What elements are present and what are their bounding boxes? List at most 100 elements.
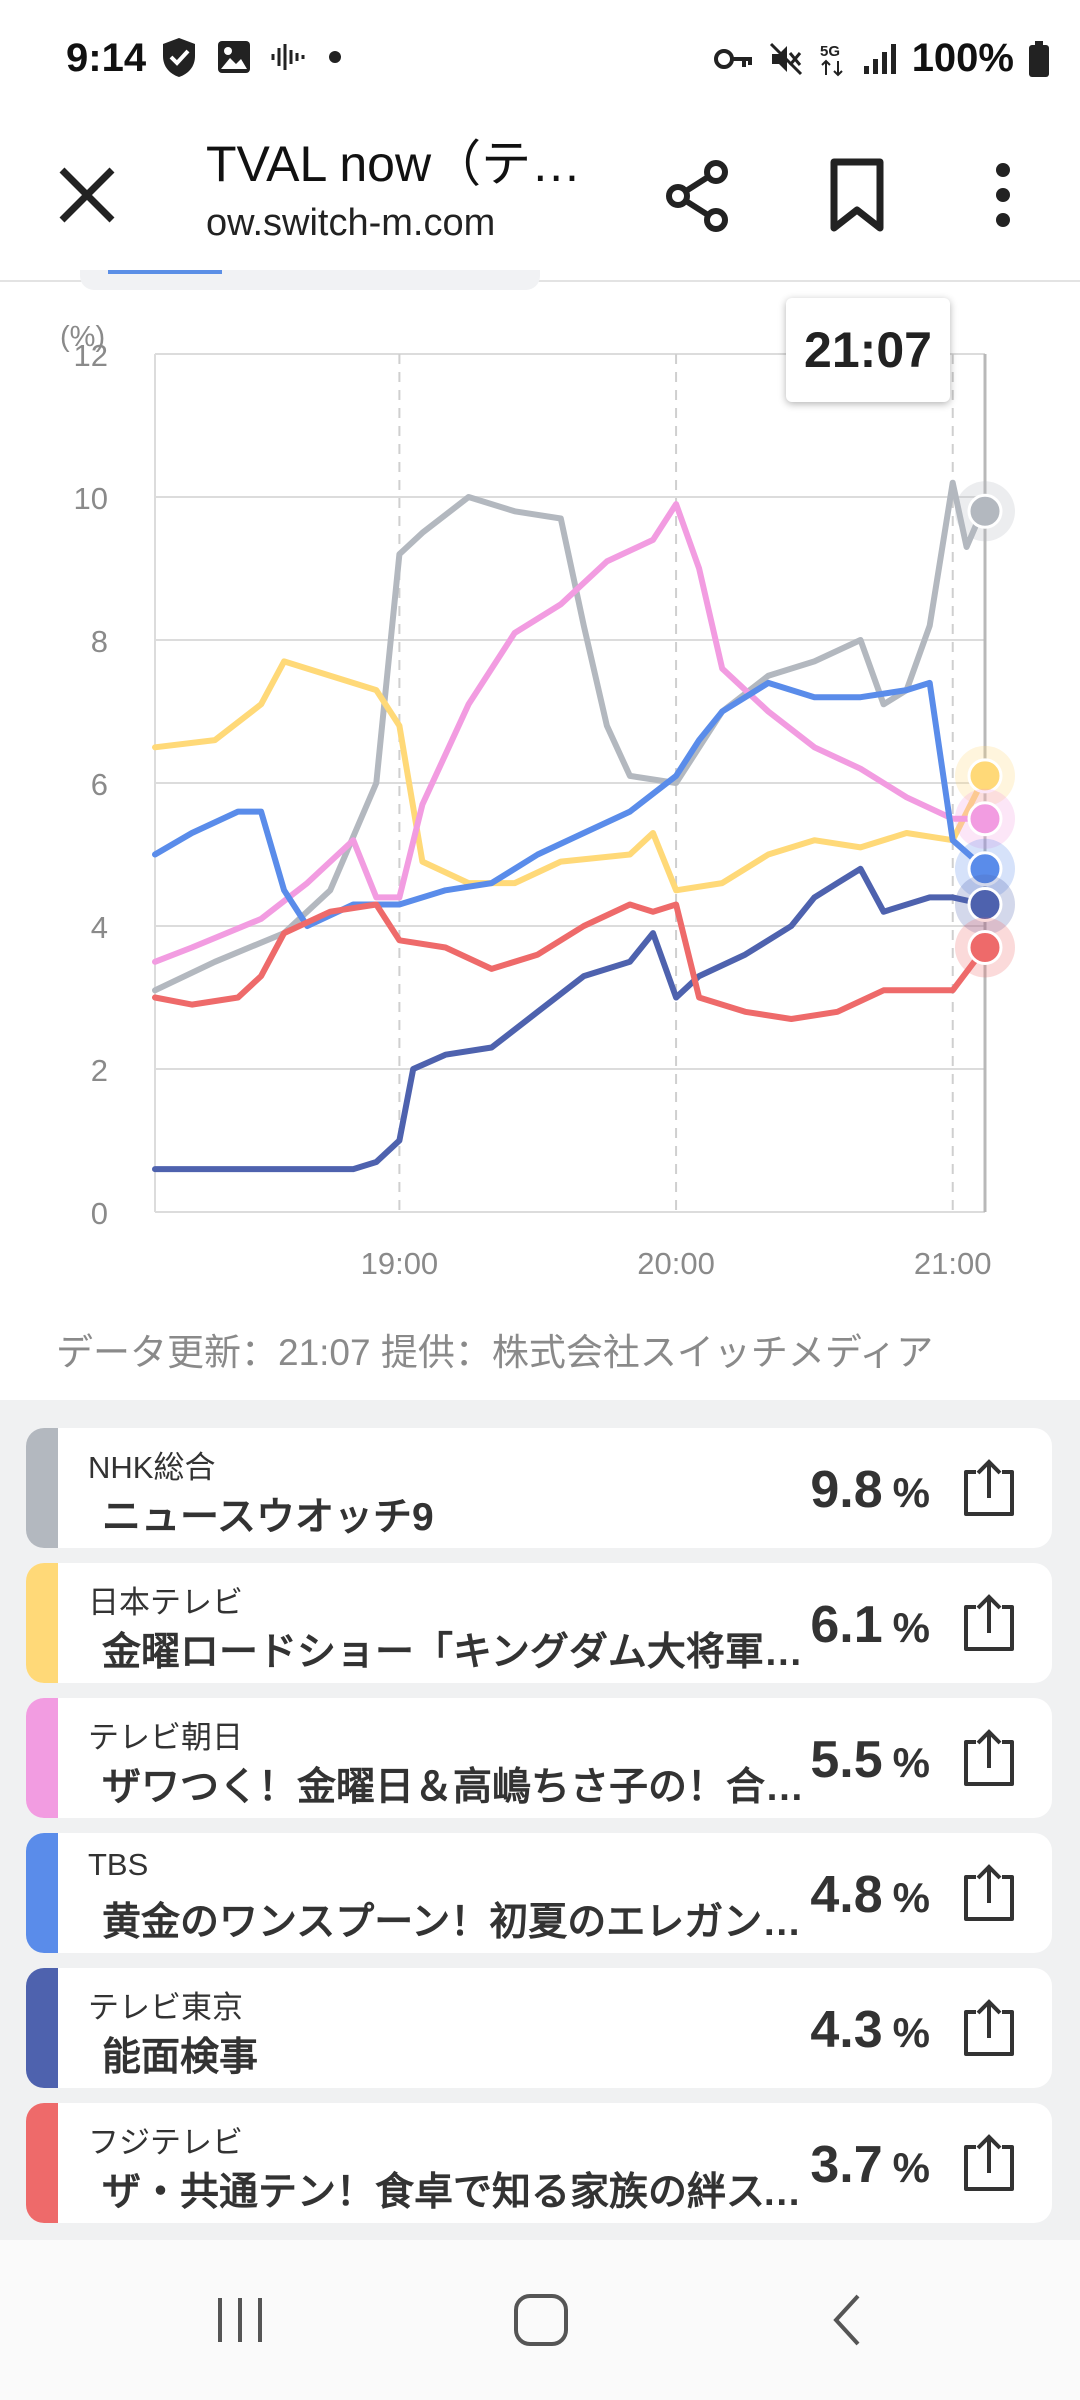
- battery-percent: 100%: [911, 36, 1014, 80]
- share-rating-button[interactable]: [960, 1863, 1018, 1923]
- recents-icon: [218, 2298, 262, 2342]
- status-bar: 9:14 5G 100%: [0, 0, 1080, 110]
- station-name: 日本テレビ: [88, 1585, 243, 1620]
- share-rating-button[interactable]: [960, 1728, 1018, 1788]
- rating-value: 6.1%: [810, 1595, 930, 1655]
- bookmark-icon: [830, 158, 884, 232]
- station-name: TBS: [88, 1847, 149, 1882]
- upload-share-icon: [964, 1729, 1014, 1786]
- channel-color-bar: [26, 1968, 58, 2088]
- rating-value: 3.7%: [810, 2135, 930, 2195]
- x-tick-label: 19:00: [361, 1246, 439, 1281]
- y-tick-label: 2: [91, 1053, 108, 1088]
- data-credit: データ更新：21:07 提供：株式会社スイッチメディア: [56, 1332, 934, 1373]
- series-end-marker: [967, 801, 1003, 837]
- status-right-icons: 5G 100%: [713, 36, 1050, 81]
- station-name: テレビ朝日: [88, 1720, 243, 1755]
- rating-unit: %: [892, 1739, 930, 1786]
- audio-wave-icon: [270, 42, 310, 72]
- key-icon: [713, 47, 754, 71]
- upload-share-icon: [964, 1459, 1014, 1516]
- y-axis-label: (%): [60, 321, 105, 353]
- share-rating-button[interactable]: [960, 1593, 1018, 1653]
- tab-strip-remnant: [80, 270, 540, 290]
- shield-icon: [160, 36, 198, 78]
- series-line: [152, 501, 988, 965]
- channel-color-bar: [26, 2103, 58, 2223]
- ratings-line-chart: 0 2 4 6 8 10 12(%) 19:00 20:00 21:00: [60, 321, 1015, 1281]
- program-title: 黄金のワンスプーン！初夏のエレガントスペシャル: [102, 1901, 814, 1944]
- home-icon: [514, 2294, 568, 2346]
- station-name: NHK総合: [88, 1450, 216, 1485]
- program-title: ザワつく！金曜日＆高嶋ちさ子の！合体スペシャル: [102, 1766, 814, 1809]
- upload-share-icon: [964, 2134, 1014, 2191]
- rating-value: 4.3%: [810, 2000, 930, 2060]
- series-end-marker: [967, 929, 1003, 965]
- channel-color-bar: [26, 1563, 58, 1683]
- x-tick-label: 20:00: [637, 1246, 715, 1281]
- upload-share-icon: [964, 1999, 1014, 2056]
- rating-value: 4.8%: [810, 1865, 930, 1925]
- mute-icon: [768, 41, 804, 77]
- y-tick-label: 12: [74, 338, 108, 373]
- share-button[interactable]: [660, 150, 736, 240]
- bookmark-button[interactable]: [820, 150, 896, 240]
- svg-text:5G: 5G: [820, 43, 840, 60]
- page-url[interactable]: ow.switch-m.com: [206, 202, 496, 244]
- upload-share-icon: [964, 1864, 1014, 1921]
- y-tick-label: 10: [74, 481, 108, 516]
- more-vert-icon: [996, 163, 1010, 227]
- channel-row[interactable]: テレビ東京 能面検事 4.3%: [26, 1968, 1052, 2088]
- app-bar: TVAL now（テ… ow.switch-m.com: [0, 110, 1080, 282]
- close-button[interactable]: [52, 160, 122, 230]
- ratings-chart: 0 2 4 6 8 10 12 (%) 19:00 20:00 21:00: [0, 290, 1080, 1360]
- home-button[interactable]: [506, 2290, 576, 2350]
- rating-unit: %: [892, 1604, 930, 1651]
- network-5g-icon: 5G: [818, 41, 848, 77]
- rating-number: 6.1: [810, 1596, 883, 1654]
- x-tick-label: 21:00: [914, 1246, 992, 1281]
- y-tick-label: 8: [91, 624, 108, 659]
- channel-row[interactable]: NHK総合ニュースウオッチ9 9.8%: [26, 1428, 1052, 1548]
- back-button[interactable]: [814, 2290, 884, 2350]
- series-line: [152, 901, 988, 1022]
- program-title: ニュースウオッチ9: [102, 1496, 434, 1539]
- y-tick-label: 0: [91, 1196, 108, 1231]
- rating-number: 9.8: [810, 1461, 883, 1519]
- series-end-marker: [967, 493, 1003, 529]
- share-icon: [666, 160, 728, 232]
- rating-value: 5.5%: [810, 1730, 930, 1790]
- rating-value: 9.8%: [810, 1460, 930, 1520]
- tab-indicator: [108, 270, 222, 274]
- rating-number: 5.5: [810, 1731, 883, 1789]
- series-line: [152, 658, 988, 894]
- rating-unit: %: [892, 2144, 930, 2191]
- signal-icon: [862, 42, 898, 76]
- gallery-icon: [216, 39, 252, 75]
- share-rating-button[interactable]: [960, 2133, 1018, 2193]
- share-rating-button[interactable]: [960, 1998, 1018, 2058]
- series-end-marker: [967, 887, 1003, 923]
- program-title: 金曜ロードショー「キングダム大将軍の帰還」: [102, 1631, 814, 1674]
- series-line: [152, 479, 988, 994]
- series-end-marker: [967, 758, 1003, 794]
- rating-unit: %: [892, 1874, 930, 1921]
- program-title: 能面検事: [102, 2036, 259, 2079]
- rating-number: 4.3: [810, 2001, 883, 2059]
- status-time: 9:14: [66, 36, 147, 80]
- close-icon: [59, 167, 115, 223]
- y-tick-label: 4: [91, 910, 108, 945]
- channel-color-bar: [26, 1428, 58, 1548]
- upload-share-icon: [964, 1594, 1014, 1651]
- share-rating-button[interactable]: [960, 1458, 1018, 1518]
- channel-row[interactable]: TBS 黄金のワンスプーン！初夏のエレガントスペシャル4.8%: [26, 1833, 1052, 1953]
- more-options-button[interactable]: [968, 150, 1038, 240]
- battery-icon: [1028, 40, 1050, 78]
- channel-color-bar: [26, 1833, 58, 1953]
- recents-button[interactable]: [206, 2290, 276, 2350]
- status-left-icons: [160, 36, 342, 78]
- rating-unit: %: [892, 1469, 930, 1516]
